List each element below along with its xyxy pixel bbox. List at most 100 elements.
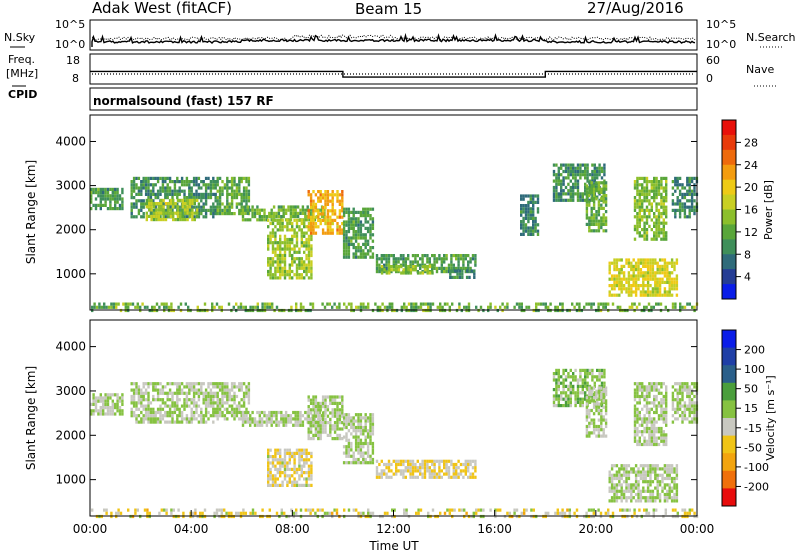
power-cell <box>168 205 172 209</box>
power-cell <box>317 199 320 203</box>
power-cell <box>357 246 360 250</box>
velocity-cell <box>279 461 282 465</box>
power-cell <box>643 192 646 196</box>
power-cell <box>636 192 639 196</box>
power-cell <box>245 180 248 184</box>
power-cell <box>600 222 603 226</box>
velocity-cell <box>300 474 303 478</box>
power-cell <box>655 215 658 219</box>
velocity-cell <box>564 384 568 388</box>
power-cell <box>470 269 474 273</box>
power-cell <box>678 205 682 209</box>
power-cell <box>326 222 330 226</box>
power-cell <box>520 194 523 198</box>
velocity-cell <box>572 388 575 392</box>
velocity-cell <box>154 410 157 415</box>
velocity-cell <box>585 428 589 432</box>
velocity-cell <box>600 381 604 385</box>
power-cell <box>183 196 186 200</box>
power-cell <box>164 189 167 193</box>
power-cell <box>207 192 210 196</box>
power-cell <box>300 244 303 248</box>
velocity-cell <box>180 414 184 418</box>
power-ytick-label: 4000 <box>55 134 86 148</box>
power-cell <box>188 198 192 202</box>
velocity-cell <box>321 411 325 415</box>
power-cell <box>298 273 301 277</box>
velocity-cell <box>331 411 334 415</box>
power-cell <box>660 212 663 216</box>
power-cell <box>104 191 107 195</box>
power-cell <box>176 192 179 196</box>
velocity-cell <box>280 410 283 415</box>
power-cell <box>653 180 656 184</box>
velocity-cell <box>204 398 208 402</box>
velocity-cell <box>643 404 646 408</box>
power-cell <box>167 208 170 212</box>
velocity-cell <box>665 388 668 392</box>
velocity-cell <box>569 404 572 408</box>
velocity-cell <box>604 421 608 425</box>
power-cell <box>630 277 633 281</box>
velocity-cell <box>585 386 589 390</box>
velocity-cell <box>331 427 334 431</box>
velocity-cell <box>676 388 679 392</box>
power-cell <box>627 277 631 281</box>
velocity-cell <box>164 391 167 395</box>
velocity-cell <box>114 402 117 406</box>
velocity-cell <box>94 406 98 410</box>
velocity-cell <box>314 427 318 431</box>
power-cell <box>675 277 679 281</box>
power-cell <box>245 192 248 196</box>
power-cell <box>366 249 370 253</box>
velocity-cell <box>639 496 643 500</box>
power-cell <box>620 271 623 275</box>
velocity-cell <box>467 475 470 479</box>
velocity-cell <box>92 396 95 400</box>
velocity-cell <box>638 436 641 440</box>
power-cell <box>646 290 650 294</box>
velocity-cell <box>333 421 337 425</box>
power-cell <box>588 181 591 185</box>
power-cell <box>307 234 311 238</box>
power-cell <box>261 305 264 309</box>
velocity-cell <box>275 410 278 415</box>
power-cell <box>642 290 645 294</box>
velocity-cell <box>604 399 608 403</box>
power-cell <box>267 241 270 245</box>
velocity-cell <box>592 396 596 400</box>
velocity-cell <box>305 448 308 452</box>
velocity-cell <box>303 471 306 475</box>
power-cell <box>560 163 563 167</box>
power-cell <box>256 208 259 212</box>
power-cell <box>569 195 572 199</box>
velocity-cell <box>288 458 291 462</box>
power-cell <box>627 287 631 291</box>
power-cell <box>369 230 372 234</box>
velocity-cell <box>603 388 606 392</box>
power-cell <box>167 211 170 215</box>
power-cell <box>676 196 679 200</box>
freq-tick-top: 18 <box>66 54 80 67</box>
velocity-cell <box>121 412 124 416</box>
velocity-cell <box>600 396 603 400</box>
power-cell <box>593 179 596 183</box>
velocity-cell <box>579 391 582 395</box>
power-cell <box>569 189 572 193</box>
cpid-frame <box>89 87 698 111</box>
velocity-cell <box>282 420 285 424</box>
power-cell <box>267 247 270 251</box>
velocity-cell <box>608 470 611 474</box>
velocity-cell <box>305 451 308 455</box>
power-cell <box>666 271 669 275</box>
power-cell <box>137 212 141 216</box>
velocity-cell <box>604 418 608 422</box>
power-cell <box>627 293 631 297</box>
velocity-cell <box>202 391 205 395</box>
power-cell <box>140 186 143 190</box>
velocity-cell <box>663 464 667 468</box>
power-cell <box>188 202 192 206</box>
velocity-cell <box>268 414 271 418</box>
velocity-cell <box>301 420 305 424</box>
velocity-cell <box>99 406 102 410</box>
